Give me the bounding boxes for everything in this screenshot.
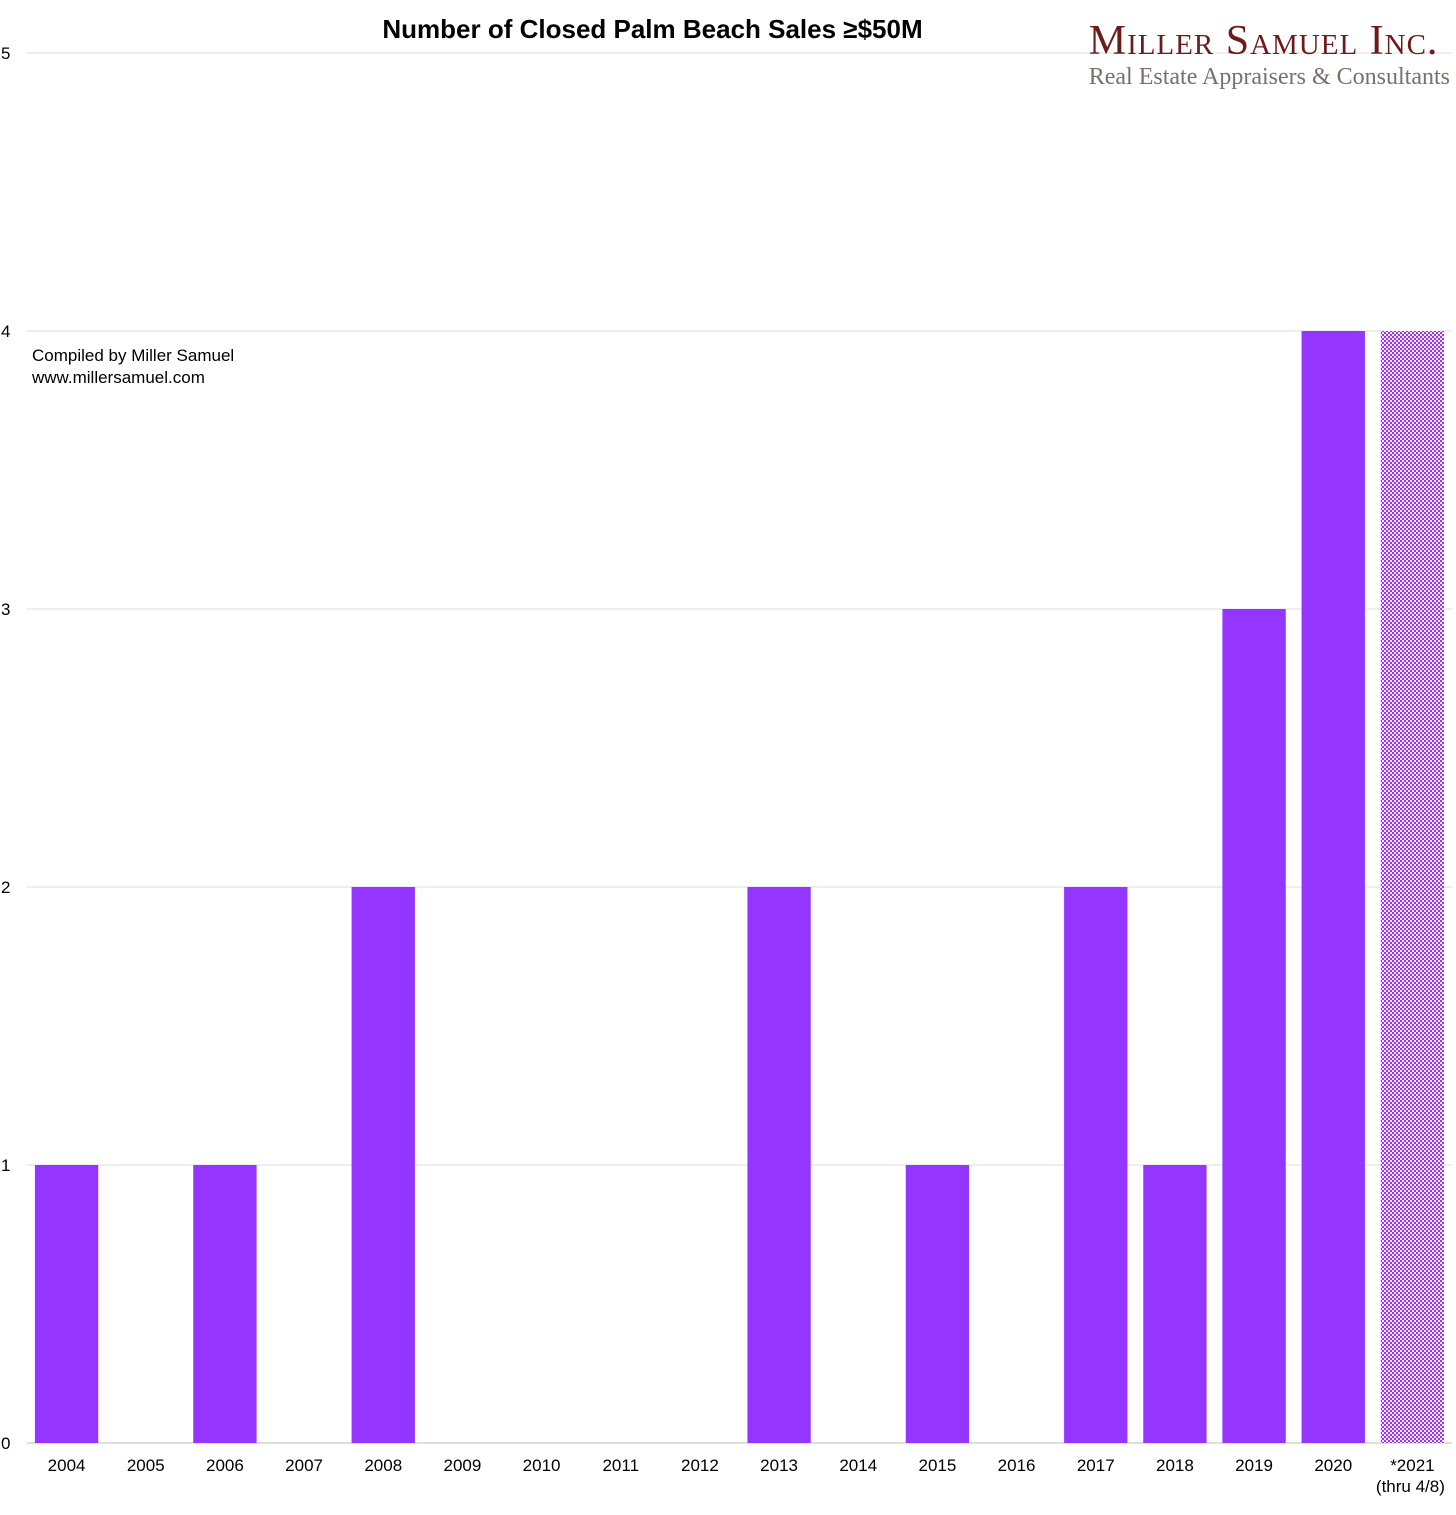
bar-2018 — [1143, 1165, 1207, 1443]
x-axis: 2004 2005 2006 2007 2008 2009 2010 2011 2012 2013… — [48, 1456, 1445, 1496]
x-tick-label: *2021 — [1390, 1456, 1434, 1475]
bar-2013 — [747, 887, 811, 1443]
y-tick-label: 2 — [1, 878, 10, 897]
x-tick-label: 2010 — [523, 1456, 561, 1475]
credit-annotation: Compiled by Miller Samuel www.millersamu… — [32, 345, 234, 389]
x-tick-label: 2011 — [602, 1456, 639, 1475]
x-tick-label: 2007 — [285, 1456, 323, 1475]
bar-partial-2021 — [1380, 331, 1445, 1443]
x-tick-label: 2006 — [206, 1456, 244, 1475]
credit-url: www.millersamuel.com — [32, 368, 205, 387]
x-tick-sublabel: (thru 4/8) — [1376, 1477, 1445, 1496]
bar-2020 — [1301, 331, 1365, 1443]
company-logo: Miller Samuel Inc. Real Estate Appraiser… — [1089, 18, 1450, 90]
y-tick-label: 0 — [1, 1434, 10, 1453]
x-tick-label: 2005 — [127, 1456, 165, 1475]
bar-2006 — [193, 1165, 257, 1443]
logo-name: Miller Samuel Inc. — [1088, 18, 1439, 64]
x-tick-label: 2020 — [1314, 1456, 1352, 1475]
bar-2008 — [351, 887, 415, 1443]
x-tick-label: 2016 — [998, 1456, 1036, 1475]
x-tick-label: 2008 — [364, 1456, 402, 1475]
bars — [34, 331, 1445, 1443]
chart-title: Number of Closed Palm Beach Sales ≥$50M — [382, 14, 923, 44]
x-tick-label: 2017 — [1077, 1456, 1115, 1475]
x-tick-label: 2013 — [760, 1456, 798, 1475]
bar-2019 — [1222, 609, 1286, 1443]
x-tick-label: 2019 — [1235, 1456, 1273, 1475]
x-tick-label: 2012 — [681, 1456, 719, 1475]
y-tick-label: 1 — [1, 1156, 10, 1175]
bar-2015 — [905, 1165, 970, 1443]
y-tick-label: 4 — [1, 322, 10, 341]
bar-2004 — [34, 1165, 99, 1443]
x-tick-label: 2018 — [1156, 1456, 1194, 1475]
gridlines — [27, 52, 1452, 1444]
logo-tagline: Real Estate Appraisers & Consultants — [1088, 64, 1450, 90]
credit-line: Compiled by Miller Samuel — [32, 346, 235, 365]
bar-2017 — [1064, 887, 1128, 1443]
y-axis: 0 1 2 3 4 5 — [1, 44, 10, 1453]
x-tick-label: 2014 — [839, 1456, 877, 1475]
y-tick-label: 3 — [1, 600, 10, 619]
x-tick-label: 2015 — [919, 1456, 957, 1475]
x-tick-label: 2004 — [48, 1456, 86, 1475]
y-tick-label: 5 — [1, 44, 10, 63]
x-tick-label: 2009 — [444, 1456, 482, 1475]
